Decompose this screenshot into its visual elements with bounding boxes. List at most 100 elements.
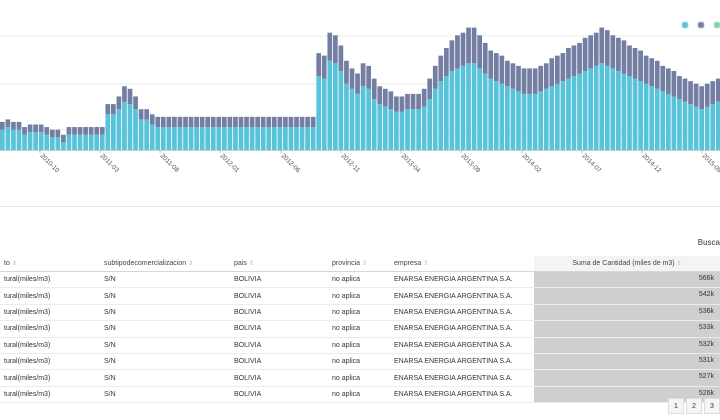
bar-series-1[interactable]	[260, 127, 266, 150]
bar-series-1[interactable]	[399, 111, 405, 150]
bar-series-2[interactable]	[571, 45, 577, 77]
bar-series-1[interactable]	[377, 104, 383, 150]
bar-series-1[interactable]	[199, 127, 205, 150]
bar-series-2[interactable]	[160, 116, 166, 128]
bar-series-1[interactable]	[671, 96, 677, 150]
bar-series-1[interactable]	[116, 109, 122, 150]
bar-series-2[interactable]	[94, 127, 100, 135]
bar-series-1[interactable]	[277, 127, 283, 150]
bar-series-2[interactable]	[216, 116, 222, 128]
bar-series-2[interactable]	[88, 127, 94, 135]
bar-series-2[interactable]	[255, 116, 260, 128]
bar-series-1[interactable]	[172, 127, 177, 150]
bar-series-2[interactable]	[488, 50, 494, 79]
bar-series-1[interactable]	[244, 127, 249, 150]
bar-series-2[interactable]	[394, 96, 399, 112]
bar-series-1[interactable]	[288, 127, 294, 150]
chart-legend[interactable]	[682, 22, 720, 28]
bar-series-1[interactable]	[449, 70, 455, 150]
bar-series-1[interactable]	[205, 127, 211, 150]
bar-series-1[interactable]	[133, 109, 138, 150]
bar-series-1[interactable]	[444, 76, 449, 150]
bar-series-2[interactable]	[499, 55, 505, 84]
bar-series-1[interactable]	[94, 134, 100, 150]
bar-series-1[interactable]	[388, 109, 394, 150]
bar-series-2[interactable]	[577, 42, 582, 74]
bar-series-2[interactable]	[677, 76, 682, 99]
bar-series-1[interactable]	[466, 63, 471, 150]
bar-series-1[interactable]	[477, 68, 482, 150]
bar-series-1[interactable]	[682, 101, 688, 150]
bar-series-2[interactable]	[438, 55, 444, 82]
bar-series-1[interactable]	[710, 104, 716, 150]
bar-series-1[interactable]	[155, 127, 161, 150]
bar-series-1[interactable]	[593, 65, 599, 150]
bar-series-1[interactable]	[527, 93, 532, 150]
bar-series-1[interactable]	[488, 78, 494, 150]
bar-series-2[interactable]	[460, 32, 466, 66]
bar-series-1[interactable]	[321, 78, 327, 150]
bar-series-2[interactable]	[366, 65, 371, 89]
bar-series-2[interactable]	[549, 58, 555, 87]
bar-series-1[interactable]	[344, 83, 349, 150]
bar-series-1[interactable]	[438, 81, 444, 150]
bar-series-1[interactable]	[549, 86, 555, 150]
bar-series-2[interactable]	[188, 116, 194, 128]
bar-series-2[interactable]	[421, 88, 427, 107]
bar-series-2[interactable]	[371, 78, 377, 99]
bar-series-1[interactable]	[677, 99, 682, 150]
bar-series-1[interactable]	[621, 73, 627, 151]
legend-item-1[interactable]	[682, 22, 688, 28]
bar-series-1[interactable]	[310, 127, 316, 150]
bar-series-2[interactable]	[432, 65, 438, 89]
bar-series-1[interactable]	[599, 63, 605, 150]
bar-series-2[interactable]	[227, 116, 233, 128]
bar-series-2[interactable]	[33, 124, 38, 133]
bar-series-2[interactable]	[244, 116, 249, 128]
bar-series-2[interactable]	[260, 116, 266, 128]
bar-series-1[interactable]	[516, 91, 521, 150]
bar-series-1[interactable]	[660, 91, 666, 150]
bar-series-1[interactable]	[610, 68, 616, 150]
bar-series-1[interactable]	[49, 137, 55, 150]
bar-series-1[interactable]	[83, 134, 88, 150]
bar-series-1[interactable]	[188, 127, 194, 150]
bar-series-2[interactable]	[377, 86, 383, 105]
bar-series-1[interactable]	[405, 109, 410, 150]
bar-series-1[interactable]	[421, 106, 427, 150]
bar-series-1[interactable]	[149, 124, 155, 151]
bar-series-1[interactable]	[127, 104, 133, 150]
bar-series-2[interactable]	[233, 116, 238, 128]
bar-series-1[interactable]	[55, 137, 61, 150]
bar-series-1[interactable]	[16, 129, 22, 150]
bar-series-2[interactable]	[299, 116, 305, 128]
bar-series-2[interactable]	[116, 96, 122, 110]
bar-series-2[interactable]	[44, 127, 50, 135]
bar-series-1[interactable]	[194, 127, 199, 150]
bar-series-2[interactable]	[355, 73, 360, 94]
column-header-producto[interactable]: to ⇕	[0, 256, 100, 272]
bar-series-1[interactable]	[210, 127, 216, 150]
page-button-1[interactable]: 1	[668, 398, 684, 414]
bar-series-1[interactable]	[632, 78, 638, 150]
bar-series-2[interactable]	[671, 70, 677, 97]
bar-series-2[interactable]	[333, 35, 338, 64]
bar-series-1[interactable]	[616, 70, 621, 150]
bar-series-1[interactable]	[505, 86, 510, 150]
bar-series-1[interactable]	[571, 76, 577, 150]
bar-series-1[interactable]	[111, 114, 116, 150]
bar-series-2[interactable]	[11, 121, 16, 130]
column-header-empresa[interactable]: empresa ⇕	[390, 256, 534, 272]
bar-series-2[interactable]	[616, 37, 621, 71]
bar-series-1[interactable]	[427, 99, 433, 150]
bar-series-1[interactable]	[338, 70, 344, 150]
bar-series-2[interactable]	[516, 65, 521, 92]
bar-series-2[interactable]	[183, 116, 188, 128]
bar-series-1[interactable]	[144, 119, 149, 150]
bar-series-1[interactable]	[166, 127, 172, 150]
bar-series-2[interactable]	[16, 121, 22, 130]
bar-series-2[interactable]	[715, 78, 720, 102]
bar-series-2[interactable]	[249, 116, 255, 128]
bar-series-1[interactable]	[654, 88, 660, 150]
bar-series-2[interactable]	[166, 116, 172, 128]
